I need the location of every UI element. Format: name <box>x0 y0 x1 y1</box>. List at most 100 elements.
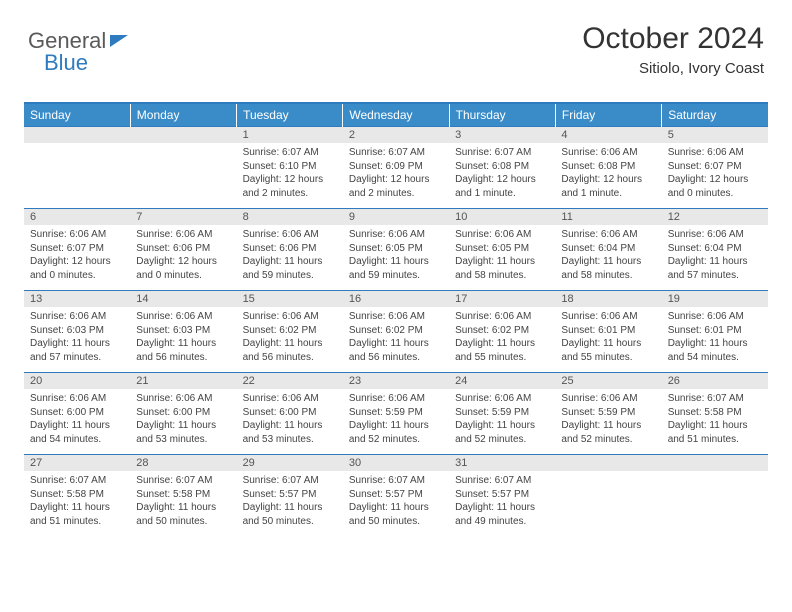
calendar-day-cell: 4Sunrise: 6:06 AMSunset: 6:08 PMDaylight… <box>555 127 661 209</box>
sunrise-line: Sunrise: 6:07 AM <box>455 146 549 160</box>
daylight-line: Daylight: 11 hours and 59 minutes. <box>349 255 443 282</box>
daylight-line: Daylight: 11 hours and 50 minutes. <box>243 501 337 528</box>
day-number: 7 <box>130 209 236 225</box>
daylight-line: Daylight: 11 hours and 56 minutes. <box>243 337 337 364</box>
daylight-line: Daylight: 11 hours and 55 minutes. <box>561 337 655 364</box>
sunset-line: Sunset: 5:58 PM <box>136 488 230 502</box>
sunrise-line: Sunrise: 6:06 AM <box>561 310 655 324</box>
sunset-line: Sunset: 6:00 PM <box>136 406 230 420</box>
sunrise-line: Sunrise: 6:07 AM <box>136 474 230 488</box>
sunset-line: Sunset: 6:08 PM <box>561 160 655 174</box>
day-number: 6 <box>24 209 130 225</box>
calendar-day-cell: 3Sunrise: 6:07 AMSunset: 6:08 PMDaylight… <box>449 127 555 209</box>
daylight-line: Daylight: 11 hours and 50 minutes. <box>349 501 443 528</box>
calendar-empty-cell <box>24 127 130 209</box>
day-details: Sunrise: 6:07 AMSunset: 6:10 PMDaylight:… <box>237 143 343 202</box>
sunrise-line: Sunrise: 6:06 AM <box>455 310 549 324</box>
day-details: Sunrise: 6:06 AMSunset: 6:00 PMDaylight:… <box>130 389 236 448</box>
calendar-empty-cell <box>662 455 768 537</box>
daylight-line: Daylight: 11 hours and 55 minutes. <box>455 337 549 364</box>
sunset-line: Sunset: 6:07 PM <box>30 242 124 256</box>
calendar-day-cell: 21Sunrise: 6:06 AMSunset: 6:00 PMDayligh… <box>130 373 236 455</box>
day-number: 24 <box>449 373 555 389</box>
day-number: 9 <box>343 209 449 225</box>
day-details: Sunrise: 6:06 AMSunset: 6:08 PMDaylight:… <box>555 143 661 202</box>
day-details: Sunrise: 6:07 AMSunset: 5:57 PMDaylight:… <box>449 471 555 530</box>
daylight-line: Daylight: 11 hours and 53 minutes. <box>243 419 337 446</box>
day-number: 19 <box>662 291 768 307</box>
calendar-day-cell: 12Sunrise: 6:06 AMSunset: 6:04 PMDayligh… <box>662 209 768 291</box>
calendar-day-cell: 19Sunrise: 6:06 AMSunset: 6:01 PMDayligh… <box>662 291 768 373</box>
daylight-line: Daylight: 11 hours and 52 minutes. <box>455 419 549 446</box>
daylight-line: Daylight: 11 hours and 49 minutes. <box>455 501 549 528</box>
sunset-line: Sunset: 6:04 PM <box>668 242 762 256</box>
calendar-day-cell: 5 Sunrise: 6:06 AMSunset: 6:07 PMDaylight… <box>662 127 768 209</box>
daylight-line: Daylight: 11 hours and 52 minutes. <box>349 419 443 446</box>
sunrise-line: Sunrise: 6:07 AM <box>349 474 443 488</box>
sunrise-line: Sunrise: 6:06 AM <box>561 228 655 242</box>
day-number: 18 <box>555 291 661 307</box>
sunrise-line: Sunrise: 6:06 AM <box>561 392 655 406</box>
day-number: 12 <box>662 209 768 225</box>
day-details: Sunrise: 6:06 AMSunset: 5:59 PMDaylight:… <box>449 389 555 448</box>
daylight-line: Daylight: 11 hours and 57 minutes. <box>668 255 762 282</box>
day-details: Sunrise: 6:06 AMSunset: 6:02 PMDaylight:… <box>449 307 555 366</box>
day-details: Sunrise: 6:06 AMSunset: 6:01 PMDaylight:… <box>555 307 661 366</box>
calendar-row: 6Sunrise: 6:06 AMSunset: 6:07 PMDaylight… <box>24 209 768 291</box>
calendar-day-cell: 31Sunrise: 6:07 AMSunset: 5:57 PMDayligh… <box>449 455 555 537</box>
sunset-line: Sunset: 5:59 PM <box>349 406 443 420</box>
day-details: Sunrise: 6:06 AMSunset: 5:59 PMDaylight:… <box>343 389 449 448</box>
sunrise-line: Sunrise: 6:06 AM <box>136 310 230 324</box>
weekday-header: Tuesday <box>237 103 343 127</box>
sunrise-line: Sunrise: 6:06 AM <box>243 392 337 406</box>
sunrise-line: Sunrise: 6:06 AM <box>668 310 762 324</box>
day-details: Sunrise: 6:06 AMSunset: 6:02 PMDaylight:… <box>343 307 449 366</box>
calendar-day-cell: 13Sunrise: 6:06 AMSunset: 6:03 PMDayligh… <box>24 291 130 373</box>
sunset-line: Sunset: 5:59 PM <box>561 406 655 420</box>
day-details: Sunrise: 6:06 AMSunset: 6:03 PMDaylight:… <box>130 307 236 366</box>
daylight-line: Daylight: 11 hours and 59 minutes. <box>243 255 337 282</box>
calendar-day-cell: 30Sunrise: 6:07 AMSunset: 5:57 PMDayligh… <box>343 455 449 537</box>
calendar-table: SundayMondayTuesdayWednesdayThursdayFrid… <box>24 102 768 537</box>
day-number: 22 <box>237 373 343 389</box>
day-number: 3 <box>449 127 555 143</box>
sunset-line: Sunset: 6:02 PM <box>455 324 549 338</box>
day-number: 2 <box>343 127 449 143</box>
sunrise-line: Sunrise: 6:06 AM <box>30 228 124 242</box>
brand-logo-line2: Blue <box>44 50 88 76</box>
sunset-line: Sunset: 5:59 PM <box>455 406 549 420</box>
day-number: 29 <box>237 455 343 471</box>
day-number: 5 <box>662 127 768 143</box>
sunset-line: Sunset: 6:07 PM <box>668 160 762 174</box>
day-details: Sunrise: 6:06 AMSunset: 6:04 PMDaylight:… <box>662 225 768 284</box>
day-number: 31 <box>449 455 555 471</box>
calendar-day-cell: 15Sunrise: 6:06 AMSunset: 6:02 PMDayligh… <box>237 291 343 373</box>
sunrise-line: Sunrise: 6:06 AM <box>136 392 230 406</box>
day-number: 13 <box>24 291 130 307</box>
calendar-day-cell: 17Sunrise: 6:06 AMSunset: 6:02 PMDayligh… <box>449 291 555 373</box>
sunrise-line: Sunrise: 6:06 AM <box>455 392 549 406</box>
calendar-day-cell: 2Sunrise: 6:07 AMSunset: 6:09 PMDaylight… <box>343 127 449 209</box>
day-details: Sunrise: 6:06 AMSunset: 6:01 PMDaylight:… <box>662 307 768 366</box>
calendar-day-cell: 14Sunrise: 6:06 AMSunset: 6:03 PMDayligh… <box>130 291 236 373</box>
calendar-day-cell: 20Sunrise: 6:06 AMSunset: 6:00 PMDayligh… <box>24 373 130 455</box>
day-details: Sunrise: 6:07 AMSunset: 5:57 PMDaylight:… <box>343 471 449 530</box>
day-details: Sunrise: 6:06 AMSunset: 6:00 PMDaylight:… <box>24 389 130 448</box>
daylight-line: Daylight: 12 hours and 0 minutes. <box>668 173 762 200</box>
calendar-row: 20Sunrise: 6:06 AMSunset: 6:00 PMDayligh… <box>24 373 768 455</box>
calendar-day-cell: 10Sunrise: 6:06 AMSunset: 6:05 PMDayligh… <box>449 209 555 291</box>
calendar-day-cell: 7Sunrise: 6:06 AMSunset: 6:06 PMDaylight… <box>130 209 236 291</box>
day-number: 21 <box>130 373 236 389</box>
calendar-day-cell: 18Sunrise: 6:06 AMSunset: 6:01 PMDayligh… <box>555 291 661 373</box>
daylight-line: Daylight: 11 hours and 56 minutes. <box>349 337 443 364</box>
daylight-line: Daylight: 11 hours and 54 minutes. <box>30 419 124 446</box>
daylight-line: Daylight: 11 hours and 52 minutes. <box>561 419 655 446</box>
calendar-day-cell: 11Sunrise: 6:06 AMSunset: 6:04 PMDayligh… <box>555 209 661 291</box>
sunrise-line: Sunrise: 6:07 AM <box>30 474 124 488</box>
day-number: 14 <box>130 291 236 307</box>
daylight-line: Daylight: 11 hours and 53 minutes. <box>136 419 230 446</box>
sunset-line: Sunset: 6:08 PM <box>455 160 549 174</box>
daylight-line: Daylight: 11 hours and 54 minutes. <box>668 337 762 364</box>
sunrise-line: Sunrise: 6:06 AM <box>30 392 124 406</box>
sunrise-line: Sunrise: 6:06 AM <box>668 146 762 160</box>
